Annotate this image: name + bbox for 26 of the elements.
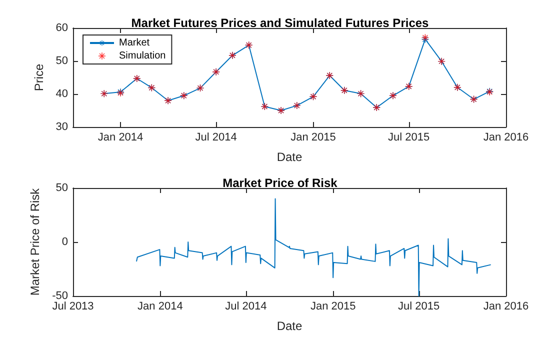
x-tick-label: Jan 2016: [483, 132, 529, 144]
x-tick-label: Jul 2014: [195, 132, 237, 144]
y-tick-label: 50: [56, 182, 68, 194]
x-tick-label: Jan 2015: [310, 300, 356, 312]
x-axis-title: Date: [276, 150, 302, 164]
y-tick-label: 50: [56, 55, 68, 67]
y-tick-label: -50: [52, 290, 68, 302]
chart-title: Market Price of Risk: [222, 176, 338, 190]
y-tick-label: 0: [62, 236, 68, 248]
y-axis-title: Market Price of Risk: [28, 187, 42, 296]
x-tick-label: Jul 2015: [398, 300, 440, 312]
legend-label: Market: [119, 38, 150, 48]
x-tick-label: Jan 2014: [138, 300, 183, 312]
x-tick-label: Jul 2014: [225, 300, 267, 312]
x-tick-label: Jul 2013: [52, 300, 94, 312]
x-axis-title: Date: [276, 319, 302, 333]
chart-title: Market Futures Prices and Simulated Futures Prices: [131, 16, 430, 30]
legend-label: Simulation: [119, 50, 166, 62]
x-tick-label: Jan 2016: [483, 300, 529, 312]
x-tick-label: Jan 2014: [98, 132, 144, 144]
y-tick-label: 30: [56, 121, 68, 133]
x-tick-label: Jan 2015: [290, 132, 336, 144]
y-tick-label: 60: [56, 22, 68, 34]
y-tick-label: 40: [56, 88, 68, 100]
x-tick-label: Jul 2015: [388, 132, 430, 144]
y-axis-title: Price: [32, 64, 46, 92]
